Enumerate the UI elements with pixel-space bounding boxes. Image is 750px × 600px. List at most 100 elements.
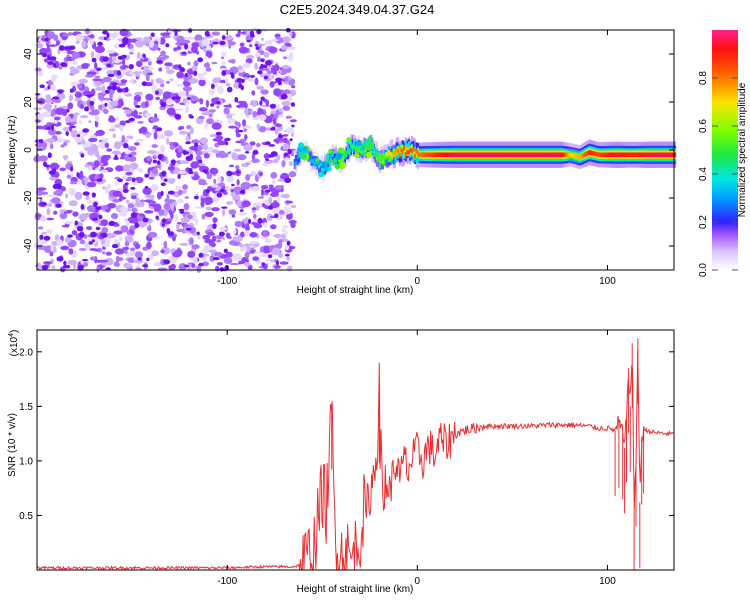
- noise-blob: [219, 188, 225, 193]
- noise-blob: [158, 67, 163, 72]
- noise-blob: [212, 77, 220, 84]
- signal-cell: [432, 152, 435, 158]
- noise-blob: [260, 63, 265, 69]
- noise-blob: [133, 100, 138, 107]
- noise-blob: [73, 112, 80, 116]
- noise-blob: [130, 187, 136, 190]
- signal-cell: [312, 159, 315, 163]
- noise-blob: [104, 102, 108, 107]
- noise-blob: [101, 232, 108, 238]
- noise-blob: [96, 67, 102, 71]
- noise-blob: [269, 81, 275, 88]
- noise-blob: [88, 165, 93, 171]
- noise-blob: [170, 203, 175, 211]
- noise-blob: [216, 100, 221, 105]
- noise-blob: [93, 201, 98, 208]
- noise-blob: [276, 260, 279, 266]
- noise-blob: [154, 236, 160, 240]
- noise-blob: [178, 170, 187, 175]
- noise-blob: [121, 135, 126, 143]
- noise-blob: [281, 100, 291, 106]
- noise-blob: [128, 64, 134, 70]
- noise-blob: [230, 58, 236, 64]
- noise-blob: [239, 42, 245, 47]
- noise-blob: [118, 236, 123, 242]
- noise-blob: [261, 245, 272, 254]
- noise-blob: [216, 105, 220, 109]
- noise-blob: [86, 181, 97, 188]
- signal-cell: [555, 152, 558, 158]
- noise-blob: [102, 178, 107, 183]
- noise-blob: [250, 109, 254, 114]
- noise-blob: [279, 209, 285, 215]
- noise-blob: [184, 36, 190, 41]
- noise-blob: [159, 79, 165, 84]
- signal-cell: [515, 152, 518, 158]
- noise-blob: [264, 189, 271, 193]
- signal-cell: [324, 164, 327, 171]
- noise-blob: [112, 82, 118, 86]
- noise-blob: [94, 62, 98, 70]
- signal-cell: [389, 154, 392, 162]
- noise-blob: [35, 119, 41, 123]
- noise-blob: [165, 66, 170, 70]
- noise-blob: [72, 60, 79, 66]
- noise-blob: [216, 261, 224, 266]
- noise-blob: [73, 114, 78, 120]
- noise-blob: [54, 131, 62, 135]
- noise-blob: [134, 142, 140, 146]
- noise-blob: [256, 85, 265, 91]
- signal-cell: [666, 152, 669, 158]
- signal-cell: [505, 152, 508, 158]
- noise-blob: [225, 137, 231, 141]
- heatmap-x-axis-label: Height of straight line (km): [297, 285, 414, 296]
- signal-cell: [476, 152, 479, 158]
- noise-blob: [106, 183, 112, 189]
- noise-blob: [174, 113, 182, 120]
- noise-blob: [50, 84, 56, 91]
- noise-blob: [142, 264, 149, 268]
- signal-cell: [325, 160, 328, 164]
- noise-blob: [49, 251, 54, 257]
- noise-blob: [94, 45, 105, 54]
- noise-blob: [204, 211, 214, 217]
- noise-blob: [51, 265, 56, 270]
- noise-blob: [145, 210, 151, 214]
- noise-blob: [232, 186, 243, 194]
- signal-cell: [404, 152, 407, 157]
- noise-blob: [199, 107, 208, 112]
- noise-blob: [163, 259, 171, 265]
- signal-cell: [518, 152, 521, 158]
- noise-blob: [184, 196, 190, 199]
- noise-blob: [188, 36, 195, 40]
- signal-blob: [335, 153, 343, 160]
- noise-blob: [246, 39, 251, 43]
- noise-blob: [73, 136, 84, 142]
- noise-blob: [235, 127, 240, 135]
- noise-blob: [143, 66, 147, 74]
- noise-blob: [134, 200, 145, 208]
- noise-blob: [175, 84, 185, 87]
- noise-blob: [271, 180, 276, 184]
- y-tick-label: -40: [23, 238, 34, 253]
- noise-blob: [205, 201, 210, 206]
- noise-blob: [120, 210, 128, 217]
- noise-blob: [209, 255, 215, 262]
- noise-blob: [43, 235, 51, 241]
- noise-blob: [134, 222, 140, 229]
- noise-blob: [61, 109, 68, 117]
- noise-blob: [106, 63, 112, 68]
- noise-blob: [46, 126, 51, 130]
- noise-blob: [251, 185, 260, 192]
- noise-blob: [145, 74, 150, 82]
- signal-blob: [342, 152, 348, 157]
- signal-cell: [296, 155, 299, 160]
- noise-blob: [273, 158, 279, 164]
- noise-blob: [77, 83, 83, 89]
- noise-blob: [228, 125, 238, 129]
- noise-blob: [198, 252, 204, 258]
- noise-blob: [59, 167, 66, 172]
- noise-blob: [56, 183, 62, 190]
- noise-blob: [252, 150, 259, 155]
